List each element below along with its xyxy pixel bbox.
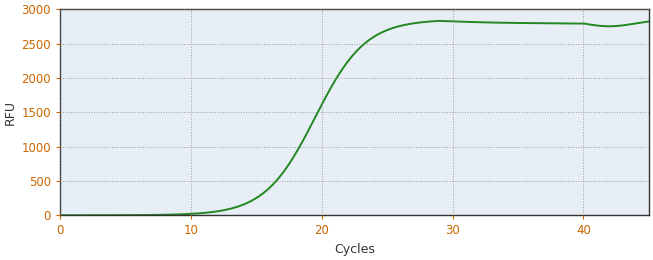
Y-axis label: RFU: RFU: [4, 100, 17, 125]
X-axis label: Cycles: Cycles: [334, 243, 375, 256]
